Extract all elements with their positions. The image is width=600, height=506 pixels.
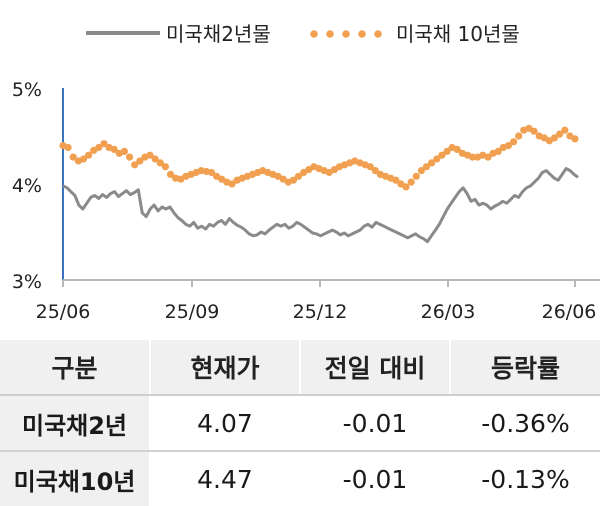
series-point-10y	[366, 163, 374, 171]
table-cell-price: 4.47	[149, 451, 300, 506]
series-point-10y	[146, 151, 154, 159]
legend-dot	[358, 30, 366, 38]
series-point-10y	[126, 153, 134, 161]
series-point-10y	[136, 157, 144, 165]
legend-dots-10y	[310, 30, 382, 38]
series-point-10y	[207, 168, 216, 177]
y-axis: 3% 4% 5%	[12, 79, 64, 293]
x-tick-label: 25/12	[293, 301, 348, 323]
series-point-10y	[289, 176, 297, 184]
series-point-10y	[95, 143, 103, 152]
y-tick-label: 4%	[12, 175, 42, 197]
series-point-10y	[156, 159, 164, 167]
table-cell-change: -0.01	[299, 451, 450, 506]
x-tick-label: 25/09	[165, 301, 220, 323]
series-point-10y	[417, 167, 425, 175]
legend-dot	[374, 30, 382, 38]
y-tick-label: 5%	[12, 79, 42, 101]
table-header-row: 구분 현재가 전일 대비 등락률	[0, 340, 600, 396]
yield-chart: 미국채2년물 미국채 10년물 3% 4% 5% 25/06 25/09 25/…	[12, 22, 600, 323]
series-point-10y	[407, 178, 415, 186]
series-point-10y	[484, 153, 492, 161]
series-point-10y	[392, 176, 400, 184]
series-point-10y	[509, 138, 518, 146]
quote-table: 구분 현재가 전일 대비 등락률 미국채2년 4.07 -0.01 -0.36%…	[0, 340, 600, 506]
series-point-10y	[530, 127, 538, 135]
series-point-10y	[556, 130, 564, 138]
series-point-10y	[571, 135, 579, 143]
x-tick-label: 26/03	[421, 301, 476, 323]
series-point-10y	[100, 140, 108, 148]
table-header-cell: 전일 대비	[299, 340, 450, 396]
series-point-10y	[504, 142, 512, 150]
legend-dot	[342, 30, 350, 38]
series-point-10y	[515, 132, 523, 140]
series-point-10y	[469, 153, 477, 161]
table-header-cell: 현재가	[149, 340, 300, 396]
series-point-10y	[428, 159, 436, 167]
table-header-cell: 구분	[0, 340, 150, 396]
x-axis: 25/06 25/09 25/12 26/03 26/06	[36, 279, 600, 323]
series-point-10y	[79, 155, 88, 163]
series-point-10y	[438, 151, 446, 159]
table-cell-name: 미국채10년	[0, 451, 150, 506]
series-point-10y	[422, 163, 431, 171]
series-point-10y	[120, 147, 128, 155]
series-point-10y	[228, 180, 236, 188]
series-point-10y	[110, 145, 118, 153]
series-point-10y	[371, 167, 379, 175]
series-point-10y	[131, 161, 139, 169]
table-cell-change: -0.01	[299, 395, 450, 452]
series-point-10y	[402, 183, 410, 191]
legend-dot	[326, 30, 334, 38]
series-point-10y	[443, 147, 451, 155]
series-point-10y	[294, 172, 303, 180]
table-cell-change-rate: -0.36%	[449, 395, 600, 452]
table-row: 미국채2년 4.07 -0.01 -0.36%	[0, 395, 600, 452]
series-point-10y	[412, 172, 420, 180]
chart-legend: 미국채2년물 미국채 10년물	[86, 22, 520, 46]
legend-dot	[310, 30, 318, 38]
series-point-10y	[69, 153, 77, 161]
series-line-2y	[62, 167, 579, 244]
y-tick-label: 3%	[12, 271, 42, 293]
series-point-10y	[433, 155, 441, 163]
x-tick-label: 25/06	[36, 301, 91, 323]
series-point-10y	[151, 155, 159, 163]
legend-label-10y: 미국채 10년물	[396, 22, 520, 46]
x-tick-label: 26/06	[542, 301, 597, 323]
series-point-10y	[161, 163, 169, 171]
series-point-10y	[561, 126, 569, 134]
table-cell-price: 4.07	[149, 395, 300, 452]
series-point-10y	[494, 147, 502, 155]
legend-label-2y: 미국채2년물	[166, 22, 271, 46]
table-cell-name: 미국채2년	[0, 395, 150, 452]
series-point-10y	[550, 134, 559, 142]
plot-area	[59, 124, 579, 244]
table-row: 미국채10년 4.47 -0.01 -0.13%	[0, 451, 600, 506]
series-point-10y	[166, 170, 175, 178]
series-point-10y	[85, 151, 93, 159]
series-point-10y	[453, 145, 461, 153]
series-point-10y	[64, 143, 72, 152]
table-cell-change-rate: -0.13%	[449, 451, 600, 506]
table-header-cell: 등락률	[449, 340, 600, 396]
